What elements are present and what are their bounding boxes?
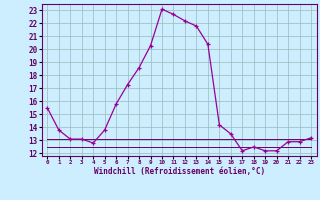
X-axis label: Windchill (Refroidissement éolien,°C): Windchill (Refroidissement éolien,°C)	[94, 167, 265, 176]
